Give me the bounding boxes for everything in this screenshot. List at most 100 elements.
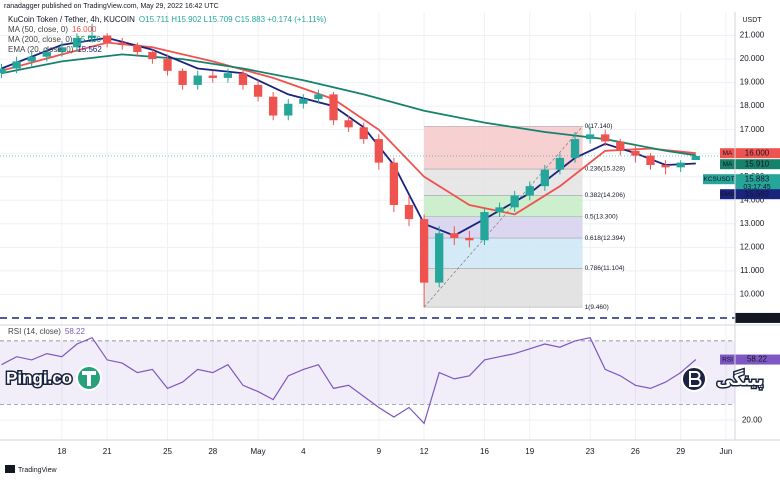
x-tick-label: 25 [163,447,172,456]
watermark-text: Pingi.co [6,368,72,387]
candle-body [435,233,444,283]
rsi-tag [720,354,735,365]
brand-logo [5,465,15,473]
symbol-tag [703,174,735,185]
y-tick-label: 18.000 [740,101,765,110]
candle-body [27,56,36,62]
fib-band [424,268,583,308]
x-tick-label: 9 [377,447,382,456]
level-tag [735,312,780,323]
rsi-value-tag [735,354,780,365]
value-tag [735,159,780,170]
rsi-band [0,340,735,405]
candle-body [374,139,383,163]
y-tick-label: 19.000 [740,78,765,87]
x-tick-label: 21 [103,447,112,456]
candle-body [616,141,625,151]
x-tick-label: 16 [480,447,489,456]
footer: TradingView [5,465,57,474]
bitcoin-symbol [689,371,702,387]
candle-body [118,42,127,45]
series-tag [720,148,735,159]
fib-label: 0(17.140) [585,123,613,130]
value-tag [735,189,780,200]
y-tick-label: 20.000 [740,54,765,63]
x-tick-label: Jun [719,447,732,456]
candle-body [510,195,519,208]
candle-body [208,75,217,78]
rsi-legend: RSI (14, close) 58.22 [8,327,85,336]
legend-item: MA (200, close, 0) 15.910 [8,35,102,44]
x-tick-label: 4 [301,447,306,456]
fib-label: 0.618(12.394) [585,235,625,242]
candle-body [299,99,308,104]
symbol-label: KCSUSDT [703,176,734,183]
fib-band [424,195,583,217]
y-tick-label: 13.000 [740,219,765,228]
candle-body [631,150,640,156]
y-unit: USDT [742,17,762,24]
legend-value: 15.910 [76,35,101,44]
candle-body [42,52,51,57]
legend-item: EMA (20, close, 0) 15.562 [8,45,102,54]
legend-title: KuCoin Token / Tether, 4h, KUCOIN O15.711… [8,15,327,24]
legend-value: 15.562 [77,45,102,54]
candle-body [404,204,414,220]
level-label: 9.000 [747,313,768,322]
candle-body [555,157,565,170]
fib-band [424,216,583,239]
watermark-text: پینگی [716,369,763,390]
candle-body [223,73,233,78]
candle-body [57,47,67,53]
x-tick-label: 12 [420,447,429,456]
candle-body [601,134,610,142]
candle-body [314,94,323,100]
candle-body [163,59,172,71]
x-tick-label: May [251,447,266,456]
legend-name: MA (200, close, 0) [8,35,73,44]
candle-body [495,207,504,213]
x-tick-label: 19 [525,447,534,456]
fib-label: 0.786(11.104) [585,265,625,272]
candle-body [269,96,278,116]
candle-body [676,162,685,168]
candle-body [661,164,670,168]
candle-body [238,73,248,85]
x-tick-label: 28 [208,447,217,456]
rsi-value-label: 58.22 [747,355,768,364]
fib-trend [423,126,583,308]
candle-body [12,61,21,69]
legend-item: MA (50, close, 0) 16.000 [8,25,97,34]
fib-label: 0.5(13.300) [585,213,618,220]
publisher: ranadagger published on TradingView.com,… [4,3,219,10]
y-tick-label: 11.000 [740,266,764,275]
candle-body [419,219,429,283]
candle-body [465,237,474,241]
candle-body [0,68,6,74]
value-tag-label: 16.000 [745,148,770,157]
candle-body [103,35,112,43]
candle-body [691,155,700,161]
fib-band [424,238,583,269]
y-tick-label: 20.00 [742,415,763,424]
candle-body [284,103,293,116]
legend-name: MA (50, close, 0) [8,25,68,34]
candle-body [450,233,459,238]
series-tag-label: EMA [720,191,735,198]
candle-body [148,52,157,60]
plot-layer: 10.00011.00012.00013.00014.00015.00016.0… [0,12,780,456]
series-tag [720,189,735,200]
y-tick-label: 10.000 [740,290,765,299]
candle-body [253,84,263,97]
candle-body [133,44,142,53]
price-label: 15.883 [745,174,770,183]
value-tag [735,148,780,159]
countdown: 03:17:45 [743,184,770,191]
candle-body [389,162,399,205]
candle-body [480,212,489,241]
series-tag-label: MA [723,150,733,157]
y-tick-label: 14.000 [740,195,765,204]
